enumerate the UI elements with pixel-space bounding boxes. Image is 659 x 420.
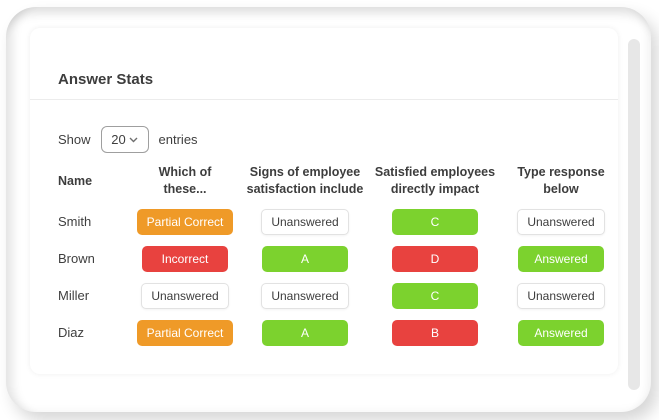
answer-status-badge[interactable]: A <box>262 319 348 346</box>
table-cell: Unanswered <box>244 208 366 235</box>
answer-status-badge[interactable]: Partial Correct <box>136 319 234 346</box>
column-header-question-1: Which of these... <box>158 165 212 196</box>
table-row: Diaz Partial Correct A B Answered <box>30 314 618 351</box>
column-header-question-4: Type response below <box>517 165 605 196</box>
show-label: Show <box>58 132 91 147</box>
page-size-value: 20 <box>111 132 126 147</box>
answer-status-badge[interactable]: Partial Correct <box>136 208 234 235</box>
answer-status-badge[interactable]: Unanswered <box>261 208 349 235</box>
student-name: Miller <box>58 288 90 303</box>
table-header-row: Name Which of these... Signs of employee… <box>30 159 618 203</box>
answer-status-badge[interactable]: Unanswered <box>261 282 349 309</box>
answer-status-badge[interactable]: Unanswered <box>141 282 229 309</box>
chevron-down-icon <box>129 137 138 143</box>
column-header-question-3: Satisfied employees directly impact <box>374 165 496 196</box>
table-cell: Answered <box>504 319 618 346</box>
table-cell: Unanswered <box>126 282 244 309</box>
entries-control: Show 20 entries <box>30 126 618 153</box>
table-cell: Unanswered <box>244 282 366 309</box>
answer-status-badge[interactable]: C <box>392 282 478 309</box>
answer-status-badge[interactable]: Answered <box>518 245 604 272</box>
answer-status-badge[interactable]: D <box>392 245 478 272</box>
answer-stats-card: Answer Stats Show 20 entries Name Which … <box>30 28 618 374</box>
app-window: Answer Stats Show 20 entries Name Which … <box>6 7 651 412</box>
table-cell: A <box>244 319 366 346</box>
answer-status-badge[interactable]: A <box>262 245 348 272</box>
table-row: Miller Unanswered Unanswered C Unanswere… <box>30 277 618 314</box>
header-divider <box>30 99 618 100</box>
page-size-select[interactable]: 20 <box>100 126 149 153</box>
answer-status-badge[interactable]: Unanswered <box>517 208 605 235</box>
table-cell: A <box>244 245 366 272</box>
entries-label: entries <box>158 132 198 147</box>
answer-status-badge[interactable]: B <box>392 319 478 346</box>
table-cell: B <box>366 319 504 346</box>
answer-status-badge[interactable]: Answered <box>518 319 604 346</box>
student-name: Brown <box>58 251 95 266</box>
table-cell: Partial Correct <box>126 208 244 235</box>
page-title: Answer Stats <box>58 71 154 88</box>
answer-status-badge[interactable]: C <box>392 208 478 235</box>
answer-status-badge[interactable]: Unanswered <box>517 282 605 309</box>
table-row: Brown Incorrect A D Answered <box>30 240 618 277</box>
table-cell: Incorrect <box>126 245 244 272</box>
student-name: Smith <box>58 214 92 229</box>
table-cell: Partial Correct <box>126 319 244 346</box>
table-cell: C <box>366 282 504 309</box>
table-row: Smith Partial Correct Unanswered C Unans… <box>30 203 618 240</box>
table-cell: Answered <box>504 245 618 272</box>
answer-status-badge[interactable]: Incorrect <box>142 245 228 272</box>
scrollbar[interactable] <box>628 39 640 390</box>
table-cell: D <box>366 245 504 272</box>
student-name: Diaz <box>58 325 85 340</box>
answer-stats-table: Name Which of these... Signs of employee… <box>30 159 618 351</box>
table-cell: Unanswered <box>504 208 618 235</box>
column-header-name: Name <box>58 173 93 188</box>
table-cell: Unanswered <box>504 282 618 309</box>
table-cell: C <box>366 208 504 235</box>
column-header-question-2: Signs of employee satisfaction include <box>246 165 364 196</box>
